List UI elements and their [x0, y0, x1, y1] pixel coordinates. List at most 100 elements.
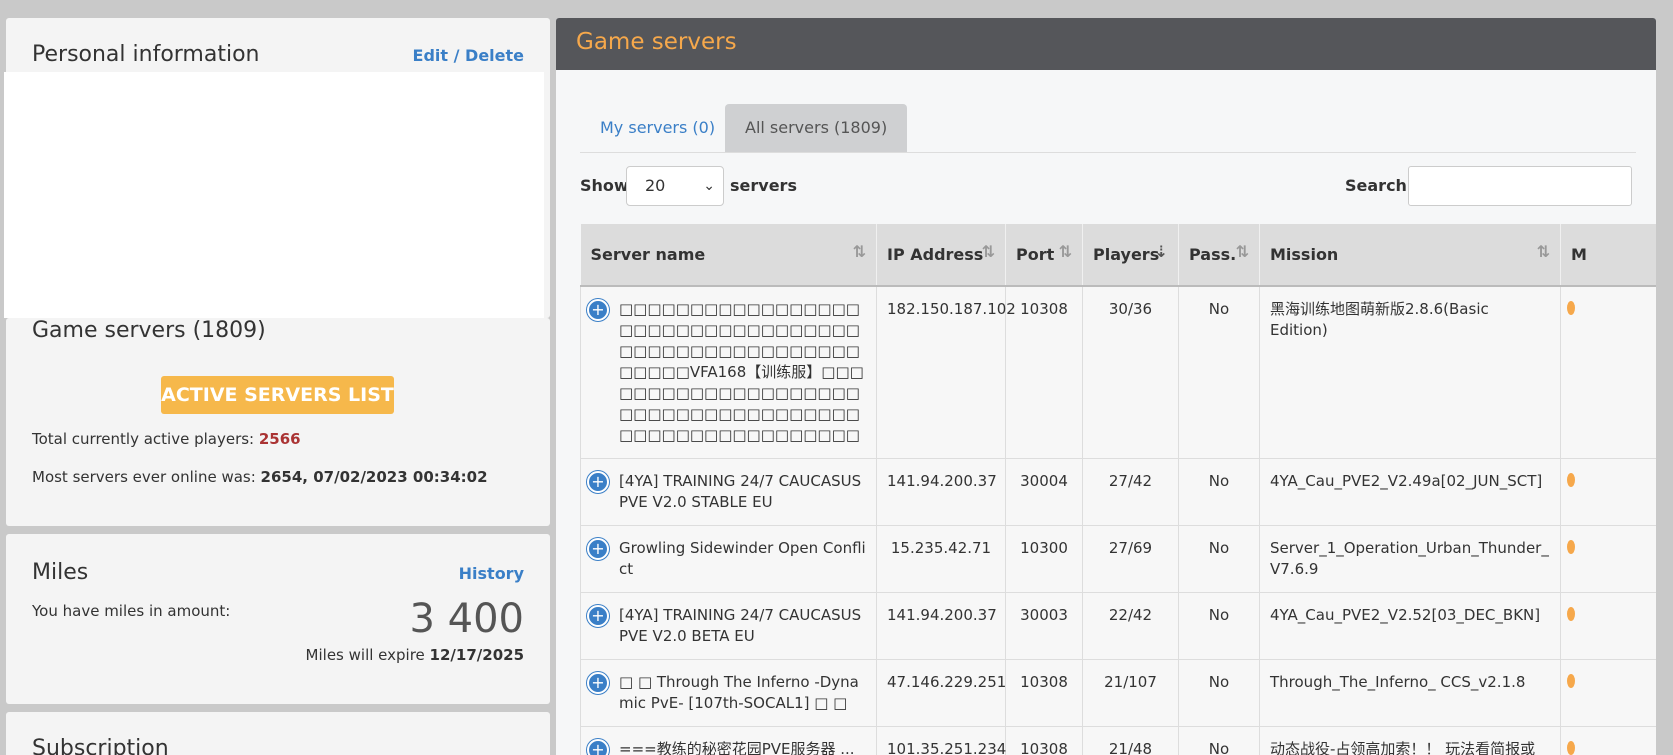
tab-my-servers[interactable]: My servers (0) — [600, 118, 716, 137]
players-cell: 21/107 — [1082, 659, 1179, 727]
more-cell — [1560, 726, 1656, 755]
personal-info-title: Personal information — [32, 42, 260, 67]
expand-icon[interactable]: + — [587, 538, 609, 560]
more-cell — [1560, 659, 1656, 727]
miles-expire-date: 12/17/2025 — [429, 646, 524, 664]
table-row: + [4YA] TRAINING 24/7 CAUCASUS PVE V2.0 S… — [580, 458, 1656, 526]
port-cell: 30004 — [1005, 458, 1083, 526]
status-dot-icon — [1567, 741, 1575, 755]
miles-title: Miles — [32, 560, 89, 585]
server-name-cell: + Growling Sidewinder Open Conflict — [580, 525, 877, 593]
sort-icon: ⇅ — [1536, 242, 1550, 261]
players-cell: 27/69 — [1082, 525, 1179, 593]
sort-icon: ⇅ — [852, 242, 866, 261]
pass-cell: No — [1178, 592, 1260, 660]
players-cell: 27/42 — [1082, 458, 1179, 526]
edit-delete-link[interactable]: Edit / Delete — [412, 46, 524, 65]
table-row: + ===教练的秘密花园PVE服务器 ... 101.35.251.234 103… — [580, 726, 1656, 755]
active-players-line: Total currently active players: 2566 — [32, 430, 301, 448]
expand-icon[interactable]: + — [587, 672, 609, 694]
server-name-cell: + ===教练的秘密花园PVE服务器 ... — [580, 726, 877, 755]
table-row: + □ □ Through The Inferno -Dynamic PvE- [… — [580, 659, 1656, 727]
chevron-down-icon: ⌄ — [703, 178, 715, 194]
status-dot-icon — [1567, 473, 1575, 487]
ip-cell: 101.35.251.234 — [876, 726, 1006, 755]
miles-expire-line: Miles will expire 12/17/2025 — [306, 646, 524, 664]
miles-history-link[interactable]: History — [458, 564, 524, 583]
ip-cell: 141.94.200.37 — [876, 592, 1006, 660]
port-cell: 10308 — [1005, 726, 1083, 755]
servers-table-wrap: Server name ⇅ IP Address ⇅ Port ⇅ Players ⇣ … — [580, 224, 1656, 755]
status-dot-icon — [1567, 540, 1575, 554]
ip-cell: 182.150.187.102 — [876, 285, 1016, 459]
players-cell: 21/48 — [1082, 726, 1179, 755]
pass-cell: No — [1178, 525, 1260, 593]
mission-cell: 4YA_Cau_PVE2_V2.49a[02_JUN_SCT] — [1259, 458, 1561, 526]
ip-cell: 15.235.42.71 — [876, 525, 1006, 593]
panel-header: Game servers — [556, 18, 1656, 70]
panel-body: My servers (0) All servers (1809) Show 2… — [556, 70, 1656, 755]
page-length-value: 20 — [645, 176, 666, 195]
status-dot-icon — [1567, 607, 1575, 621]
mission-cell: 动态战役-占领高加索！！ 玩法看简报或 — [1259, 726, 1561, 755]
table-header-row: Server name ⇅ IP Address ⇅ Port ⇅ Players ⇣ … — [580, 224, 1656, 287]
tab-all-servers[interactable]: All servers (1809) — [725, 104, 908, 152]
most-servers-label: Most servers ever online was: — [32, 468, 261, 486]
active-servers-button[interactable]: ACTIVE SERVERS LIST — [161, 376, 394, 414]
ip-cell: 47.146.229.251 — [876, 659, 1006, 727]
expand-icon[interactable]: + — [587, 471, 609, 493]
col-server-name[interactable]: Server name ⇅ — [580, 224, 877, 287]
personal-info-card: Personal information Edit / Delete — [4, 18, 550, 318]
mission-cell: Through_The_Inferno_ CCS_v2.1.8 — [1259, 659, 1561, 727]
miles-label: You have miles in amount: — [32, 602, 231, 620]
sort-icon: ⇅ — [981, 242, 995, 261]
pass-cell: No — [1178, 458, 1260, 526]
servers-table: Server name ⇅ IP Address ⇅ Port ⇅ Players ⇣ … — [580, 224, 1656, 755]
col-mission[interactable]: Mission ⇅ — [1259, 224, 1561, 287]
col-more[interactable]: M — [1560, 224, 1656, 287]
col-port[interactable]: Port ⇅ — [1005, 224, 1083, 287]
most-servers-value: 2654, 07/02/2023 00:34:02 — [260, 468, 488, 486]
pass-cell: No — [1178, 726, 1260, 755]
active-players-value: 2566 — [258, 430, 301, 448]
expand-icon[interactable]: + — [587, 739, 609, 755]
mission-cell: Server_1_Operation_Urban_Thunder_V7.6.9 — [1259, 525, 1561, 593]
server-name-cell: + [4YA] TRAINING 24/7 CAUCASUS PVE V2.0 B… — [580, 592, 877, 660]
col-pass[interactable]: Pass. ⇅ — [1178, 224, 1260, 287]
miles-amount: 3 400 — [409, 596, 524, 642]
table-row: + [4YA] TRAINING 24/7 CAUCASUS PVE V2.0 B… — [580, 592, 1656, 660]
game-servers-title: Game servers (1809) — [32, 318, 266, 343]
mission-cell: 黑海训练地图萌新版2.8.6(Basic Edition) — [1259, 285, 1561, 459]
most-servers-line: Most servers ever online was: 2654, 07/0… — [32, 468, 488, 486]
game-servers-panel: Game servers My servers (0) All servers … — [556, 18, 1656, 755]
col-players[interactable]: Players ⇣ — [1082, 224, 1179, 287]
search-label: Search: — [1345, 176, 1414, 195]
col-ip-address[interactable]: IP Address ⇅ — [876, 224, 1006, 287]
active-players-label: Total currently active players: — [32, 430, 259, 448]
sort-icon: ⇅ — [1058, 242, 1072, 261]
search-input[interactable] — [1408, 166, 1632, 206]
server-name-cell: + [4YA] TRAINING 24/7 CAUCASUS PVE V2.0 S… — [580, 458, 877, 526]
table-row: + Growling Sidewinder Open Conflict 15.23… — [580, 525, 1656, 593]
subscription-title: Subscription — [32, 736, 169, 755]
server-name-cell: + □□□□□□□□□□□□□□□□□□□□□□□□□□□□□□□□□□□□□□□… — [580, 285, 877, 459]
port-cell: 10308 — [1005, 285, 1083, 459]
subscription-card: Subscription — [6, 712, 550, 755]
sort-desc-icon: ⇣ — [1154, 242, 1168, 261]
table-row: + □□□□□□□□□□□□□□□□□□□□□□□□□□□□□□□□□□□□□□□… — [580, 285, 1656, 459]
mission-cell: 4YA_Cau_PVE2_V2.52[03_DEC_BKN] — [1259, 592, 1561, 660]
expand-icon[interactable]: + — [587, 605, 609, 627]
port-cell: 10300 — [1005, 525, 1083, 593]
pass-cell: No — [1178, 659, 1260, 727]
expand-icon[interactable]: + — [587, 299, 609, 321]
more-cell — [1560, 592, 1656, 660]
players-cell: 22/42 — [1082, 592, 1179, 660]
server-name-cell: + □ □ Through The Inferno -Dynamic PvE- [… — [580, 659, 877, 727]
status-dot-icon — [1567, 301, 1575, 315]
pass-cell: No — [1178, 285, 1260, 459]
ip-cell: 141.94.200.37 — [876, 458, 1006, 526]
tab-divider — [580, 152, 1636, 153]
servers-label: servers — [730, 176, 797, 195]
page-length-select[interactable]: 20 ⌄ — [626, 166, 724, 206]
miles-expire-label: Miles will expire — [305, 646, 430, 664]
